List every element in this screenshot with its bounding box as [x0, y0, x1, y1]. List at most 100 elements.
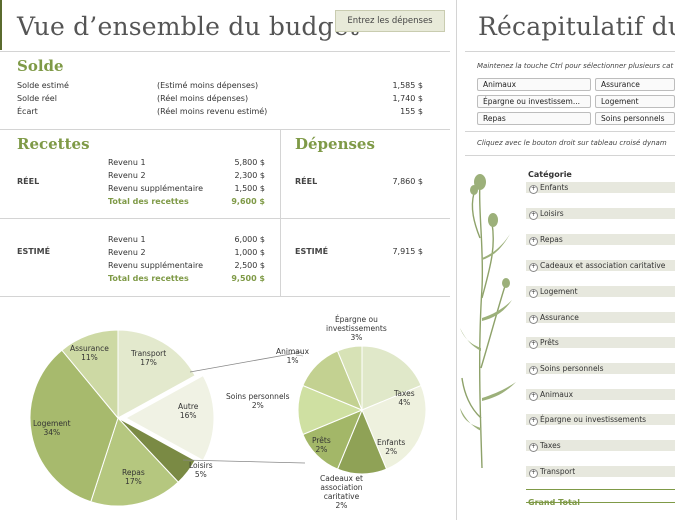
- pivot-row-label: Soins personnels: [540, 364, 604, 373]
- slicer-assurance[interactable]: Assurance: [595, 78, 675, 91]
- income-total-label: Total des recettes: [108, 274, 189, 283]
- income-total-label: Total des recettes: [108, 197, 189, 206]
- income-total-amount: 9,600 $: [231, 197, 265, 206]
- expand-icon[interactable]: +: [529, 417, 538, 426]
- depenses-reel-amount: 7,860 $: [392, 177, 423, 186]
- pie-slice-logement: [29, 349, 119, 503]
- expand-icon[interactable]: +: [529, 289, 538, 298]
- expand-icon[interactable]: +: [529, 315, 538, 324]
- pivot-row[interactable]: + Transport: [526, 466, 675, 478]
- pie-label-logement: Logement 34%: [33, 419, 71, 437]
- solde-heading: Solde: [17, 57, 64, 75]
- solde-amount: 1,740 $: [392, 94, 423, 103]
- pie-label-epargne: Épargne ou investissements 3%: [326, 315, 387, 342]
- enter-expenses-button[interactable]: Entrez les dépenses: [335, 10, 445, 32]
- pivot-row[interactable]: + Taxes: [526, 440, 675, 452]
- pie-label-taxes: Taxes 4%: [394, 389, 415, 407]
- income-amount: 6,000 $: [234, 235, 265, 244]
- pie-label-cadeaux: Cadeaux et association caritative 2%: [320, 474, 363, 510]
- pie-label-animaux: Animaux 1%: [276, 347, 310, 365]
- expand-icon[interactable]: +: [529, 392, 538, 401]
- income-amount: 2,300 $: [234, 171, 265, 180]
- pie-label-soins: Soins personnels 2%: [226, 392, 290, 410]
- pivot-row-label: Animaux: [540, 390, 574, 399]
- pie-of-pie-chart: [29, 329, 427, 507]
- pie-label-autre: Autre 16%: [178, 402, 199, 420]
- divider: [0, 51, 450, 52]
- slicer-animaux[interactable]: Animaux: [477, 78, 591, 91]
- solde-label: Solde réel: [17, 94, 57, 103]
- pivot-row-label: Loisirs: [540, 209, 564, 218]
- pie-slice--pargne-ou-investissements: [361, 345, 422, 411]
- pivot-row[interactable]: + Cadeaux et association caritative: [526, 260, 675, 272]
- left-edge-bar: [0, 0, 2, 50]
- solde-desc: (Réel moins dépenses): [157, 94, 249, 103]
- connector-line: [189, 351, 303, 373]
- income-label: Revenu 2: [108, 171, 146, 180]
- pie-sub: [297, 345, 427, 475]
- pivot-row-label: Prêts: [540, 338, 559, 347]
- depenses-estime-label: ESTIMÉ: [295, 247, 329, 256]
- income-label: Revenu supplémentaire: [108, 184, 204, 193]
- pivot-row[interactable]: + Prêts: [526, 337, 675, 349]
- recettes-estime-label: ESTIMÉ: [17, 247, 51, 256]
- pie-slice-assurance: [61, 329, 119, 420]
- pivot-row-label: Enfants: [540, 183, 569, 192]
- pie-label-repas: Repas 17%: [122, 468, 145, 486]
- income-amount: 1,000 $: [234, 248, 265, 257]
- expand-icon[interactable]: +: [529, 237, 538, 246]
- solde-amount: 155 $: [400, 107, 423, 116]
- pivot-row[interactable]: + Assurance: [526, 312, 675, 324]
- divider: [465, 131, 675, 132]
- pivot-row-label: Assurance: [540, 313, 579, 322]
- pivot-row-label: Épargne ou investissements: [540, 415, 647, 424]
- pivot-row[interactable]: + Soins personnels: [526, 363, 675, 375]
- income-total-amount: 9,500 $: [231, 274, 265, 283]
- income-label: Revenu 1: [108, 158, 146, 167]
- expand-icon[interactable]: +: [529, 366, 538, 375]
- income-amount: 1,500 $: [234, 184, 265, 193]
- pivot-row-label: Transport: [540, 467, 576, 476]
- pivot-row[interactable]: + Animaux: [526, 389, 675, 401]
- expand-icon[interactable]: +: [529, 185, 538, 194]
- pivot-row[interactable]: + Repas: [526, 234, 675, 246]
- pie-label-prets: Prêts 2%: [312, 436, 331, 454]
- depenses-reel-label: RÉEL: [295, 177, 318, 186]
- pivot-row-label: Cadeaux et association caritative: [540, 261, 666, 270]
- pie-slice-repas: [90, 417, 179, 507]
- expand-icon[interactable]: +: [529, 263, 538, 272]
- pivot-row[interactable]: + Logement: [526, 286, 675, 298]
- pie-label-loisirs: Loisirs 5%: [189, 461, 213, 479]
- slicer-soins-personnels[interactable]: Soins personnels: [595, 112, 675, 125]
- pivot-row-label: Repas: [540, 235, 563, 244]
- page-title: Vue d’ensemble du budget: [17, 12, 360, 41]
- expand-icon[interactable]: +: [529, 340, 538, 349]
- pie-slice-autre: [124, 374, 215, 462]
- pivot-note: Cliquez avec le bouton droit sur tableau…: [477, 139, 667, 147]
- grand-total-row: Grand Total: [526, 489, 675, 507]
- divider: [0, 218, 450, 219]
- recettes-reel-label: RÉEL: [17, 177, 40, 186]
- plant-illustration: [460, 174, 516, 469]
- pivot-row-label: Taxes: [540, 441, 561, 450]
- income-label: Revenu 2: [108, 248, 146, 257]
- divider: [465, 51, 675, 52]
- slicer-epargne[interactable]: Épargne ou investissem...: [477, 95, 591, 108]
- pivot-row[interactable]: + Enfants: [526, 182, 675, 194]
- solde-label: Solde estimé: [17, 81, 69, 90]
- divider: [0, 129, 450, 130]
- connector-line: [182, 459, 306, 464]
- leader-line: [295, 354, 304, 357]
- recettes-heading: Recettes: [17, 135, 90, 153]
- pivot-row[interactable]: + Épargne ou investissements: [526, 414, 675, 426]
- income-label: Revenu supplémentaire: [108, 261, 204, 270]
- depenses-estime-amount: 7,915 $: [392, 247, 423, 256]
- slicer-logement[interactable]: Logement: [595, 95, 675, 108]
- solde-desc: (Estimé moins dépenses): [157, 81, 259, 90]
- expand-icon[interactable]: +: [529, 469, 538, 478]
- expand-icon[interactable]: +: [529, 211, 538, 220]
- ctrl-note: Maintenez la touche Ctrl pour sélectionn…: [477, 62, 674, 70]
- expand-icon[interactable]: +: [529, 443, 538, 452]
- pivot-row[interactable]: + Loisirs: [526, 208, 675, 220]
- slicer-repas[interactable]: Repas: [477, 112, 591, 125]
